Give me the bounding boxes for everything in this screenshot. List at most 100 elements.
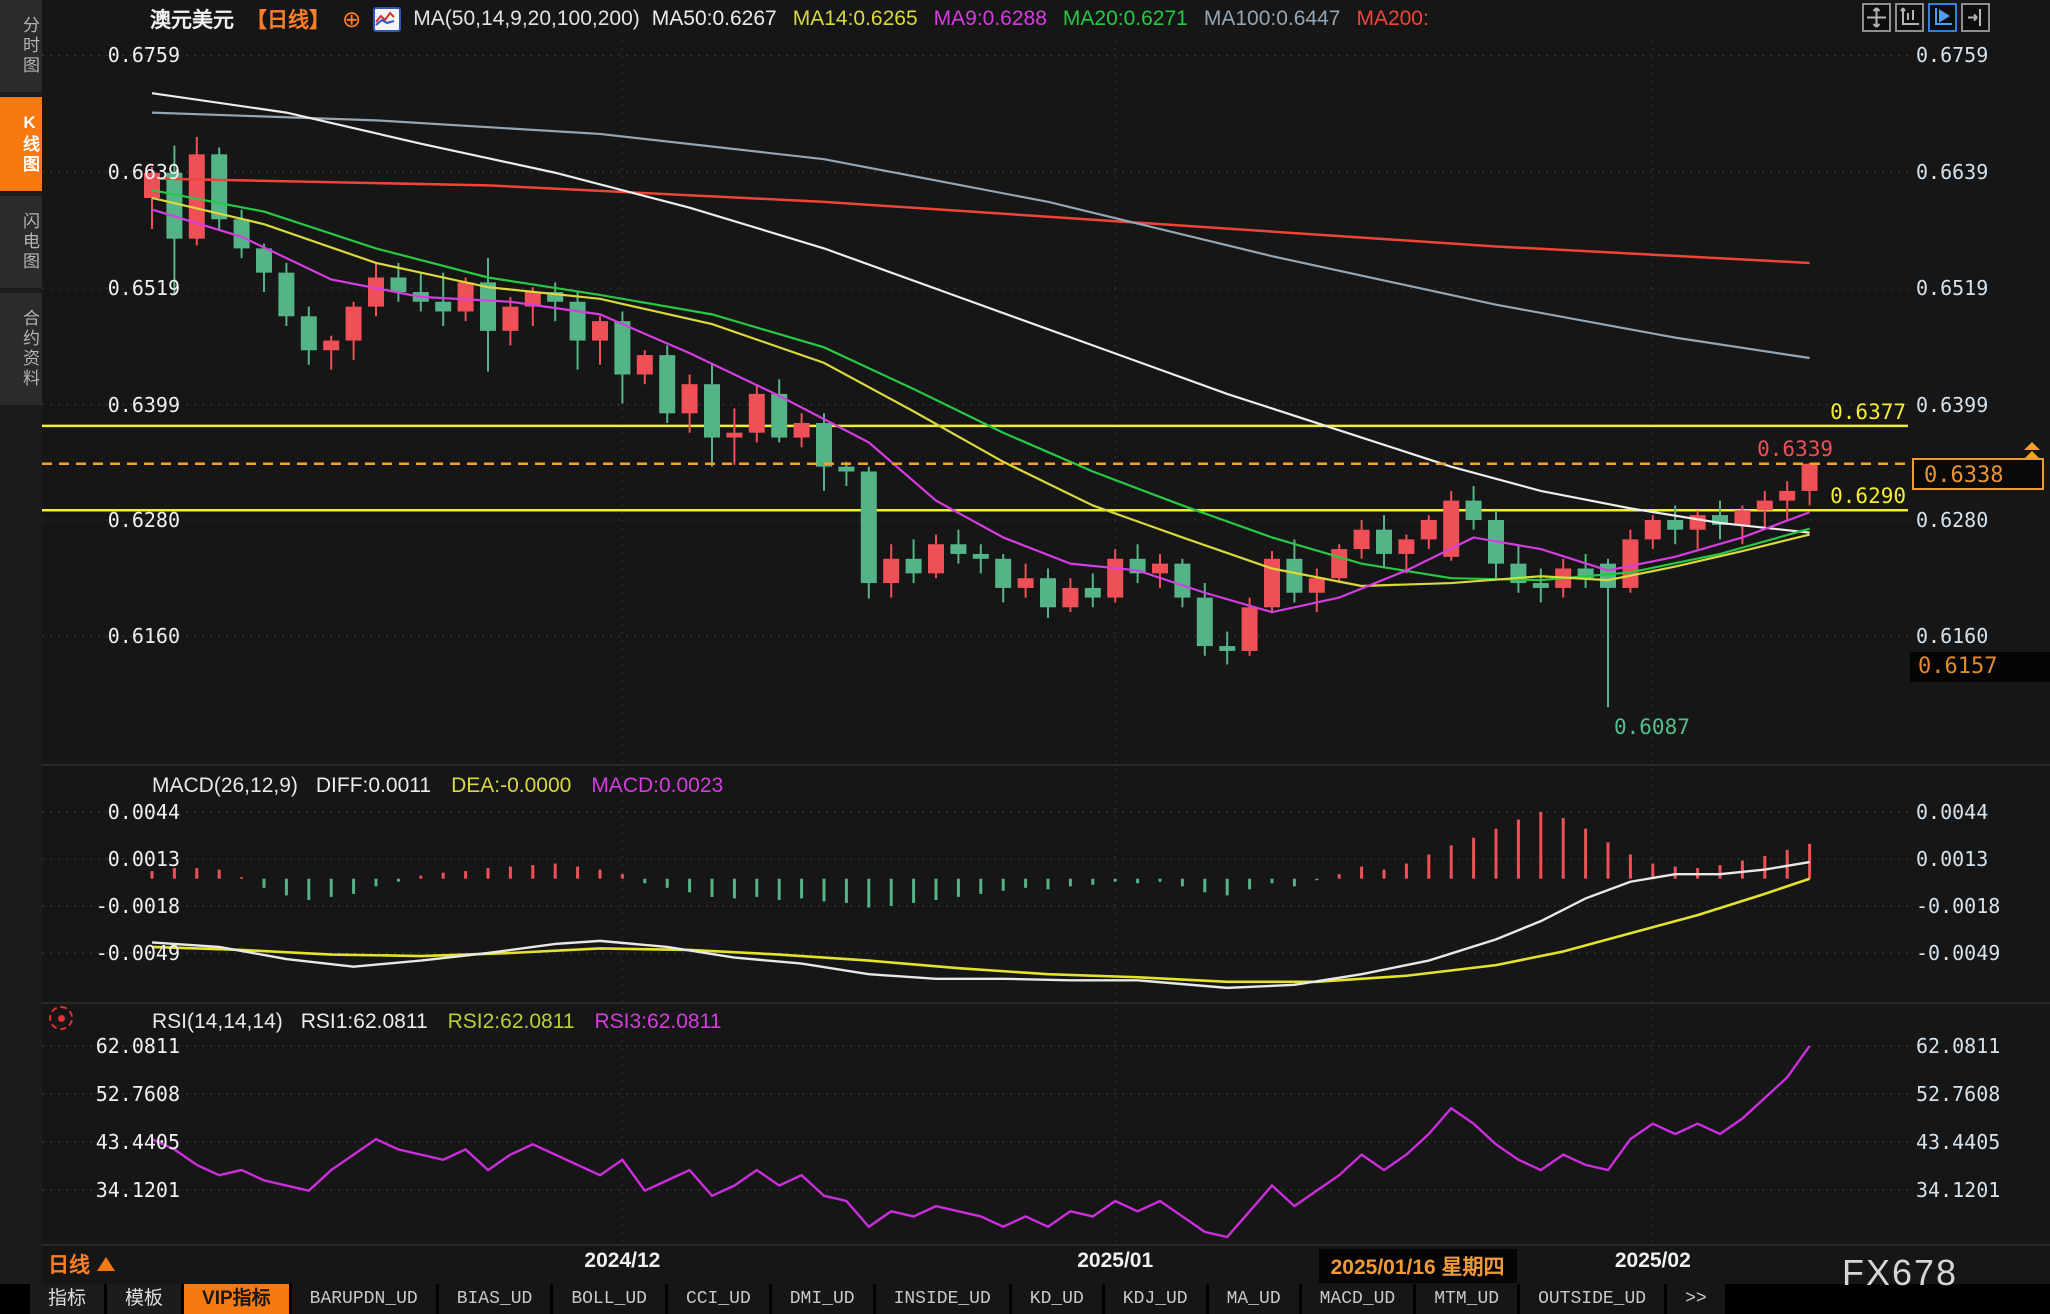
macd-title: MACD(26,12,9) — [152, 774, 298, 797]
indicator-tab-macd-ud[interactable]: MACD_UD — [1301, 1284, 1414, 1314]
axis-tick-left: 0.6639 — [107, 159, 180, 184]
rsi-header: RSI(14,14,14) RSI1:62.0811 RSI2:62.0811 RS… — [152, 1010, 721, 1034]
axis-tick-left: 0.6519 — [107, 276, 180, 301]
sidebar-item-2[interactable]: K线图 — [0, 97, 42, 191]
marked-low-price-label: 0.6157 — [1910, 652, 2050, 682]
indicator-tab-outside-ud[interactable]: OUTSIDE_UD — [1520, 1284, 1665, 1314]
month-label: 2025/02 — [1614, 1249, 1691, 1272]
last-price-box: 0.6338 — [1912, 457, 2044, 490]
axis-tick-right: -0.0018 — [1916, 893, 2001, 918]
indicator-value-label: MACD:0.0023 — [591, 774, 724, 797]
axis-tick-right: 0.6759 — [1916, 43, 1989, 68]
axis-tick-right: -0.0049 — [1916, 940, 2001, 965]
sidebar-item-4[interactable]: 合约资料 — [0, 293, 42, 405]
macd-values: DIFF:0.0011 DEA:-0.0000 MACD:0.0023 — [316, 774, 723, 798]
indicator-tab-ma-ud[interactable]: MA_UD — [1208, 1284, 1299, 1314]
indicator-tab-指标[interactable]: 指标 — [30, 1284, 105, 1314]
rsi-title: RSI(14,14,14) — [152, 1010, 283, 1033]
indicator-tab-bias-ud[interactable]: BIAS_UD — [438, 1284, 551, 1314]
support-price-label: 0.6290 — [1830, 484, 1906, 509]
compare-icon[interactable]: ⊕ — [342, 6, 362, 32]
chart-header: 澳元美元 【日线】 ⊕ MA(50,14,9,20,100,200) MA50:… — [150, 4, 1429, 34]
axis-tick-right: 34.1201 — [1916, 1178, 2001, 1203]
right-offset-icon[interactable] — [1961, 3, 1990, 32]
axis-tick-right: 62.0811 — [1916, 1034, 2001, 1058]
axis-tick-right: 0.6519 — [1916, 276, 1989, 301]
period-dropdown-icon — [97, 1257, 115, 1271]
sidebar: 分时图 K线图闪电图合约资料 — [0, 0, 42, 1314]
record-marker-icon[interactable] — [49, 1006, 73, 1030]
axis-tick-right: 52.7608 — [1916, 1082, 2001, 1107]
indicator-tab-inside-ud[interactable]: INSIDE_UD — [875, 1284, 1009, 1314]
axis-tick-left: 43.4405 — [95, 1130, 180, 1155]
indicator-tab-barupdn-ud[interactable]: BARUPDN_UD — [291, 1284, 436, 1314]
ma-values: MA50:0.6267 MA14:0.6265 MA9:0.6288 MA20:0.6… — [652, 7, 1429, 31]
axis-tick-right: 43.4405 — [1916, 1130, 2001, 1155]
indicator-tab-kdj-ud[interactable]: KDJ_UD — [1104, 1284, 1206, 1314]
ma-value-label: MA20:0.6271 — [1062, 7, 1188, 30]
axis-tick-left: 0.0013 — [107, 847, 180, 871]
axis-tick-right: 0.6280 — [1916, 508, 1989, 532]
record-dot — [57, 1014, 65, 1022]
indicator-tab-vip指标[interactable]: VIP指标 — [184, 1284, 289, 1314]
indicator-value-label: RSI3:62.0811 — [594, 1010, 722, 1033]
indicator-tab-dmi-ud[interactable]: DMI_UD — [771, 1284, 873, 1314]
axis-tick-left: 0.6160 — [107, 624, 180, 649]
axis-tick-right: 0.6639 — [1916, 159, 1989, 184]
axis-tick-left: 52.7608 — [95, 1082, 180, 1107]
axis-scale-icon[interactable] — [1895, 3, 1924, 32]
sidebar-item-3[interactable]: 闪电图 — [0, 196, 42, 288]
swing-low-annotation: 0.6087 — [1614, 715, 1690, 740]
month-label: 2024/12 — [584, 1249, 661, 1272]
axis-tick-right: 0.0013 — [1916, 847, 1989, 871]
indicator-value-label: RSI1:62.0811 — [300, 1010, 428, 1033]
indicator-tab--[interactable]: >> — [1667, 1284, 1725, 1314]
period-label: 日线 — [48, 1254, 90, 1277]
ma-value-label: MA200: — [1356, 7, 1429, 30]
symbol-name: 澳元美元 — [150, 9, 234, 32]
axis-tick-left: 34.1201 — [95, 1178, 180, 1203]
watermark: FX678 — [1842, 1252, 1959, 1293]
macd-header: MACD(26,12,9) DIFF:0.0011 DEA:-0.0000 MACD… — [152, 774, 723, 798]
time-axis: 日线 2024/12 2025/01 2025/01/16 星期四 2025/02 — [0, 1246, 2050, 1283]
axis-tick-right: 0.6160 — [1916, 624, 1989, 649]
axis-tick-left: -0.0018 — [95, 893, 180, 918]
pan-tool-icon[interactable] — [1862, 3, 1891, 32]
axis-tick-left: 0.0044 — [107, 800, 180, 824]
indicator-tab-mtm-ud[interactable]: MTM_UD — [1416, 1284, 1518, 1314]
axis-tick-right: 0.0044 — [1916, 800, 1989, 824]
indicator-value-label: DIFF:0.0011 — [315, 774, 432, 797]
crosshair-date-label: 2025/01/16 星期四 — [1318, 1249, 1517, 1283]
ma-value-label: MA50:0.6267 — [651, 7, 777, 30]
axis-tick-right: 0.6399 — [1916, 392, 1989, 417]
chart-style-icon[interactable] — [373, 6, 402, 32]
axis-tick-left: 62.0811 — [95, 1034, 180, 1058]
resistance-price-label: 0.6377 — [1830, 399, 1906, 424]
period-selector[interactable]: 日线 — [48, 1249, 115, 1279]
session-high-price-label: 0.6339 — [1757, 436, 1833, 461]
indicator-tab-模板[interactable]: 模板 — [107, 1284, 182, 1314]
ma-value-label: MA14:0.6265 — [792, 7, 918, 30]
indicator-value-label: DEA:-0.0000 — [451, 774, 572, 797]
ma-value-label: MA100:0.6447 — [1203, 7, 1341, 30]
indicator-tab-cci-ud[interactable]: CCI_UD — [667, 1284, 769, 1314]
axis-tick-left: 0.6280 — [107, 508, 180, 532]
chart-toolbar — [1862, 3, 1990, 32]
ma-settings-label: MA(50,14,9,20,100,200) — [413, 7, 640, 30]
indicator-tab-bar: 指标 模板 VIP指标 BARUPDN_UD BIAS_UD BOLL_UD CCI_UD D… — [0, 1284, 2050, 1314]
period-tag: 【日线】 — [246, 9, 330, 32]
indicator-value-label: RSI2:62.0811 — [447, 1010, 575, 1033]
sidebar-item-1[interactable]: 分时图 — [0, 0, 42, 92]
indicator-tab-kd-ud[interactable]: KD_UD — [1011, 1284, 1102, 1314]
axis-tick-left: 0.6759 — [107, 43, 180, 68]
rsi-values: RSI1:62.0811 RSI2:62.0811 RSI3:62.0811 — [301, 1010, 722, 1034]
autoscroll-icon[interactable] — [1928, 3, 1957, 32]
month-label: 2025/01 — [1077, 1249, 1154, 1272]
axis-tick-left: -0.0049 — [95, 940, 180, 965]
axis-tick-left: 0.6399 — [107, 392, 180, 417]
indicator-tab-boll-ud[interactable]: BOLL_UD — [553, 1284, 665, 1314]
price-up-arrows-icon — [2024, 441, 2042, 460]
ma-value-label: MA9:0.6288 — [933, 7, 1047, 30]
